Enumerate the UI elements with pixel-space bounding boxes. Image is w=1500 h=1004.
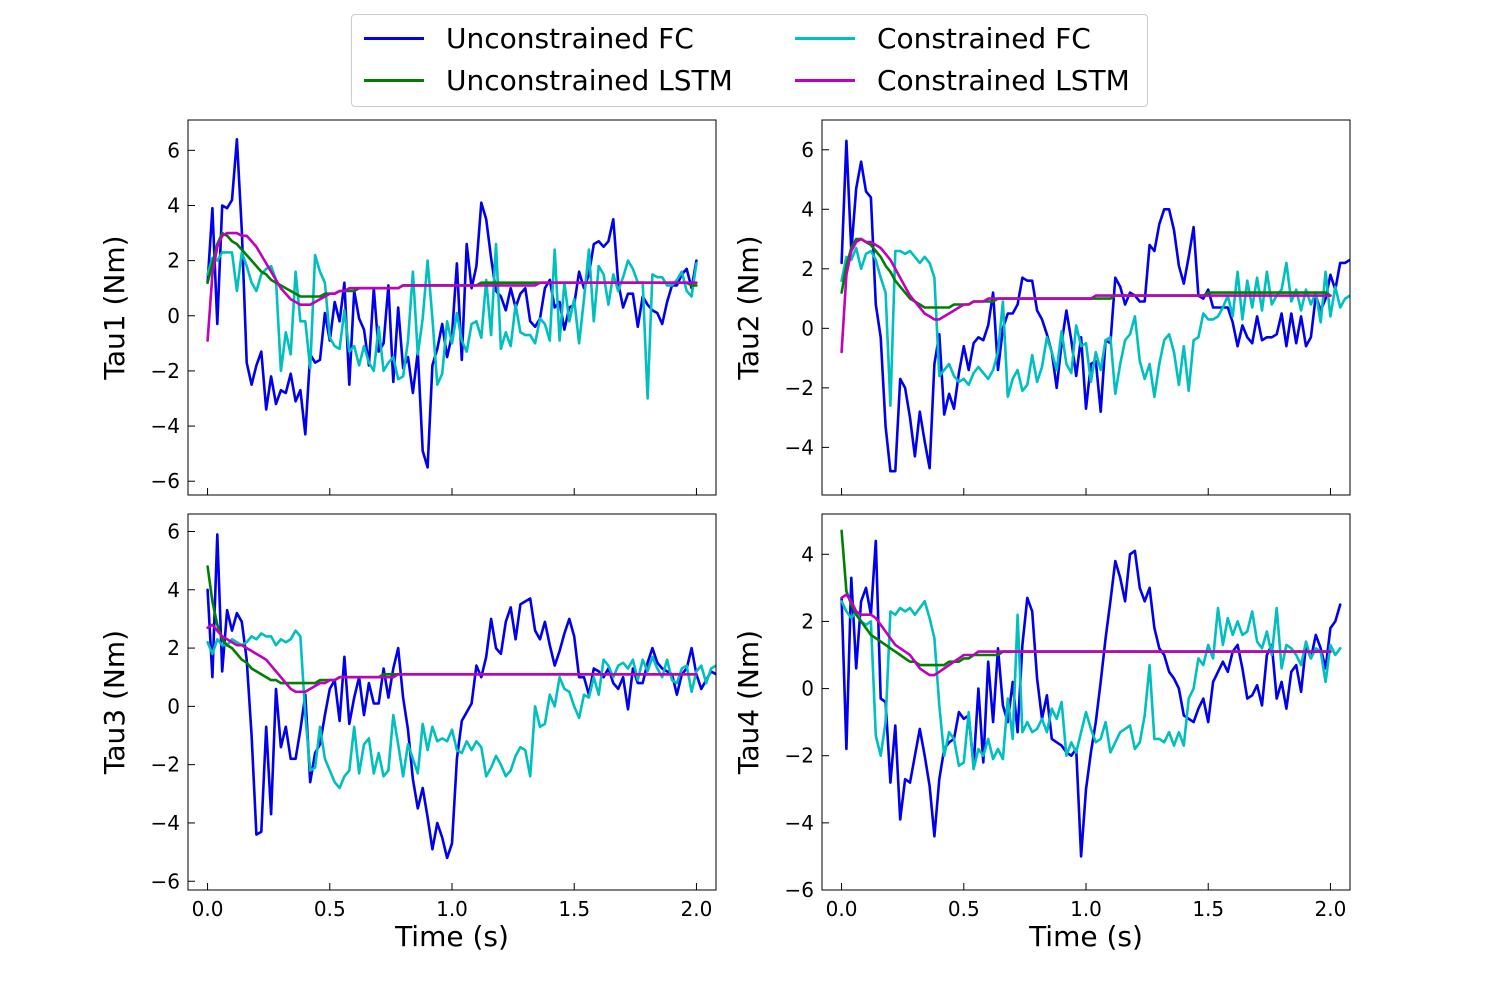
series-line-constrained-fc (206, 629, 716, 790)
y-tick-label: 0 (167, 694, 180, 718)
legend-label: Unconstrained LSTM (446, 63, 733, 97)
y-tick-label: −4 (151, 414, 180, 438)
y-tick-label: −4 (785, 435, 814, 459)
y-tick-label: −4 (785, 811, 814, 835)
y-tick-label: 0 (801, 677, 814, 701)
series-line-unconstrained-lstm (840, 529, 1332, 667)
x-tick-label: 1.0 (436, 897, 468, 921)
y-axis-label: Tau1 (Nm) (98, 235, 131, 380)
axes-frame (821, 513, 1351, 891)
y-tick-label: 0 (167, 304, 180, 328)
panel-2: −4 −2 0 2 4 6 Tau2 (Nm) (732, 119, 1351, 496)
y-tick-label: −2 (785, 744, 814, 768)
y-tick-label: 4 (167, 193, 180, 217)
series-line-unconstrained-lstm (840, 237, 1332, 309)
series-group (840, 529, 1342, 858)
x-tick-label: 0.5 (948, 897, 980, 921)
x-tick-label: 0.0 (192, 897, 224, 921)
x-axis-label: Time (s) (1028, 920, 1143, 953)
y-tick-label: 2 (167, 636, 180, 660)
legend-swatch-unconstrained-fc (364, 36, 424, 40)
y-tick-label: −4 (151, 811, 180, 835)
y-tick-label: 6 (167, 519, 180, 543)
series-line-constrained-lstm (206, 623, 698, 694)
panel-1: −6 −4 −2 0 2 4 6 Tau1 (Nm) (98, 119, 717, 496)
x-tick-label: 0.0 (826, 897, 858, 921)
legend-swatch-unconstrained-lstm (364, 78, 424, 82)
legend-entry-constrained-fc: Constrained FC (795, 18, 1091, 58)
legend-swatch-constrained-lstm (795, 78, 855, 82)
series-group (840, 139, 1350, 473)
legend-label: Unconstrained FC (446, 21, 694, 55)
series-line-unconstrained-fc (840, 539, 1342, 858)
series-line-unconstrained-lstm (206, 565, 698, 685)
y-tick-label: −6 (151, 469, 180, 493)
y-tick-label: 0 (801, 316, 814, 340)
series-line-constrained-lstm (206, 231, 698, 342)
legend-label: Constrained LSTM (877, 63, 1130, 97)
y-tick-label: −6 (785, 878, 814, 902)
y-tick-label: 2 (167, 249, 180, 273)
panel-4: −6 −4 −2 0 2 4 0.0 0.5 1.0 1.5 2.0 Tau4 (Nm) Time (s… (732, 513, 1351, 953)
y-tick-label: 4 (801, 197, 814, 221)
axes-frame (821, 119, 1351, 496)
x-tick-label: 1.5 (1192, 897, 1224, 921)
series-line-unconstrained-fc (206, 138, 698, 469)
legend-entry-unconstrained-fc: Unconstrained FC (364, 18, 694, 58)
y-tick-label: −2 (151, 359, 180, 383)
series-line-constrained-fc (840, 246, 1350, 408)
series-line-constrained-lstm (840, 237, 1332, 354)
series-line-constrained-lstm (840, 593, 1332, 677)
y-tick-label: −6 (151, 869, 180, 893)
y-tick-label: 2 (801, 257, 814, 281)
y-tick-label: 2 (801, 609, 814, 633)
panel-3: −6 −4 −2 0 2 4 6 0.0 0.5 1.0 1.5 2.0 Tau3 (Nm) Time (… (98, 513, 717, 953)
x-axis-label: Time (s) (394, 920, 509, 953)
y-tick-label: 4 (801, 542, 814, 566)
y-tick-label: −2 (785, 376, 814, 400)
legend-swatch-constrained-fc (795, 36, 855, 40)
y-tick-label: 4 (167, 578, 180, 602)
x-tick-label: 1.5 (558, 897, 590, 921)
y-axis-label: Tau4 (Nm) (732, 630, 765, 775)
y-axis-label: Tau3 (Nm) (98, 630, 131, 775)
series-group (206, 138, 698, 469)
series-line-constrained-fc (206, 242, 698, 400)
y-tick-label: −2 (151, 753, 180, 777)
series-line-constrained-fc (840, 599, 1342, 771)
legend: Unconstrained FC Constrained FC Unconstr… (351, 14, 1148, 107)
x-tick-label: 0.5 (314, 897, 346, 921)
y-axis-label: Tau2 (Nm) (732, 235, 765, 380)
x-tick-label: 2.0 (681, 897, 713, 921)
series-group (206, 533, 716, 860)
x-tick-label: 1.0 (1070, 897, 1102, 921)
x-tick-label: 2.0 (1315, 897, 1347, 921)
series-line-unconstrained-fc (840, 139, 1350, 473)
legend-label: Constrained FC (877, 21, 1091, 55)
y-tick-label: 6 (801, 138, 814, 162)
legend-entry-unconstrained-lstm: Unconstrained LSTM (364, 60, 733, 100)
series-line-unconstrained-fc (206, 533, 716, 860)
legend-entry-constrained-lstm: Constrained LSTM (795, 60, 1130, 100)
y-tick-label: 6 (167, 138, 180, 162)
axes-frame (187, 119, 717, 496)
